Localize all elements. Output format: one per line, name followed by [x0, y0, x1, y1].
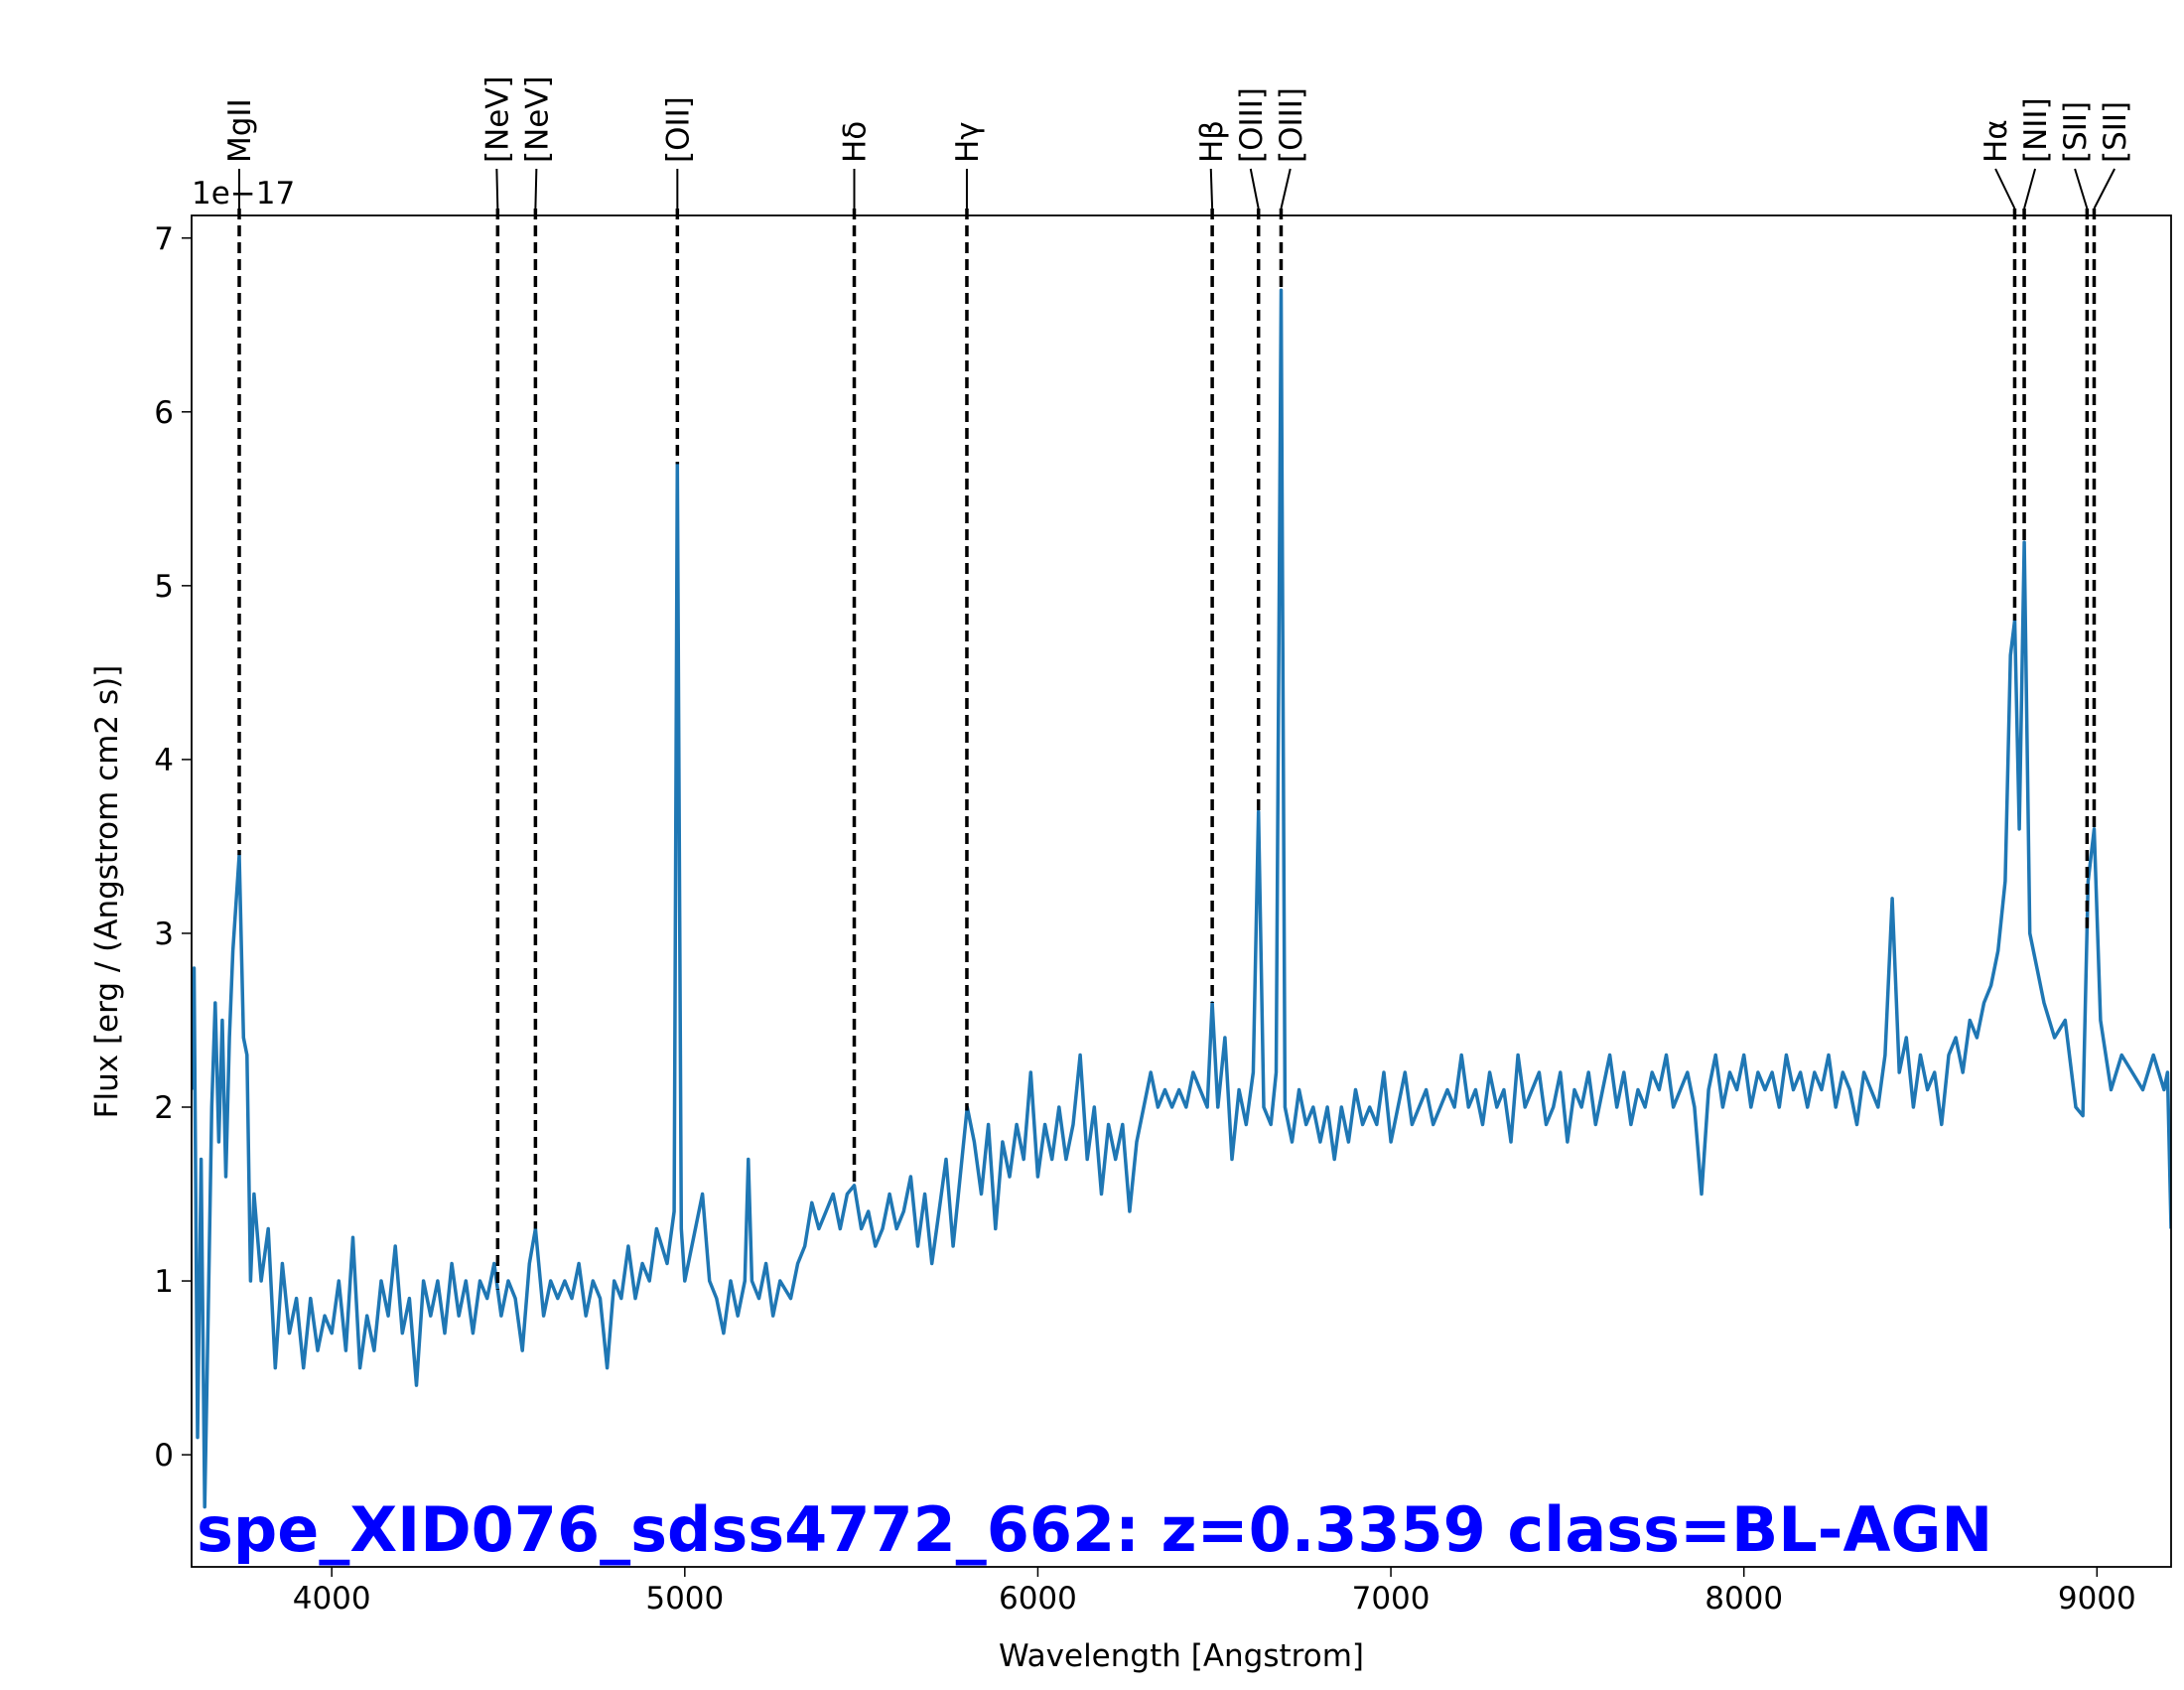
x-tick-label: 9000 — [2058, 1581, 2136, 1617]
line-label: Hα — [1979, 119, 2014, 163]
x-tick-label: 8000 — [1705, 1581, 1783, 1617]
y-tick-label: 0 — [154, 1438, 174, 1474]
y-tick-label: 6 — [154, 395, 174, 431]
line-label: [NII] — [2018, 97, 2054, 163]
line-label: [SII] — [2058, 101, 2094, 163]
line-connector — [1209, 168, 1214, 210]
spectrum-line — [192, 288, 2171, 1509]
y-tick-label: 4 — [154, 743, 174, 778]
line-connector — [2093, 168, 2116, 210]
y-axis-label: Flux [erg / (Angstrom cm2 s)] — [89, 665, 125, 1119]
x-tick-label: 5000 — [645, 1581, 724, 1617]
y-tick-label: 5 — [154, 569, 174, 605]
line-label: MgII — [222, 98, 258, 163]
y-tick-label: 2 — [154, 1090, 174, 1126]
line-connector — [1280, 168, 1292, 210]
y-tick-label: 7 — [154, 221, 174, 257]
x-tick-label: 4000 — [293, 1581, 371, 1617]
line-label: [NeV] — [519, 75, 555, 163]
line-connector — [534, 168, 538, 210]
line-label: Hδ — [838, 121, 874, 163]
line-label: [OIII] — [1274, 87, 1309, 163]
y-tick-label: 1 — [154, 1264, 174, 1300]
line-connector — [1994, 168, 2016, 210]
x-tick-label: 6000 — [999, 1581, 1077, 1617]
line-label: [NeV] — [479, 75, 515, 163]
line-connector — [495, 168, 499, 210]
x-tick-label: 7000 — [1352, 1581, 1431, 1617]
x-axis-label: Wavelength [Angstrom] — [999, 1638, 1364, 1674]
plot-frame — [191, 214, 2172, 1568]
line-connector — [2023, 168, 2037, 210]
line-label: Hγ — [950, 121, 986, 163]
line-label: [OII] — [660, 96, 696, 163]
line-label: [SII] — [2098, 101, 2133, 163]
y-tick-label: 3 — [154, 916, 174, 952]
line-connector — [2074, 168, 2089, 210]
line-label: Hβ — [1194, 120, 1230, 163]
y-offset-label: 1e−17 — [192, 176, 295, 211]
chart-title: spe_XID076_sdss4772_662: z=0.3359 class=… — [197, 1493, 1992, 1566]
line-connector — [1249, 168, 1260, 210]
line-label: [OIII] — [1234, 87, 1270, 163]
